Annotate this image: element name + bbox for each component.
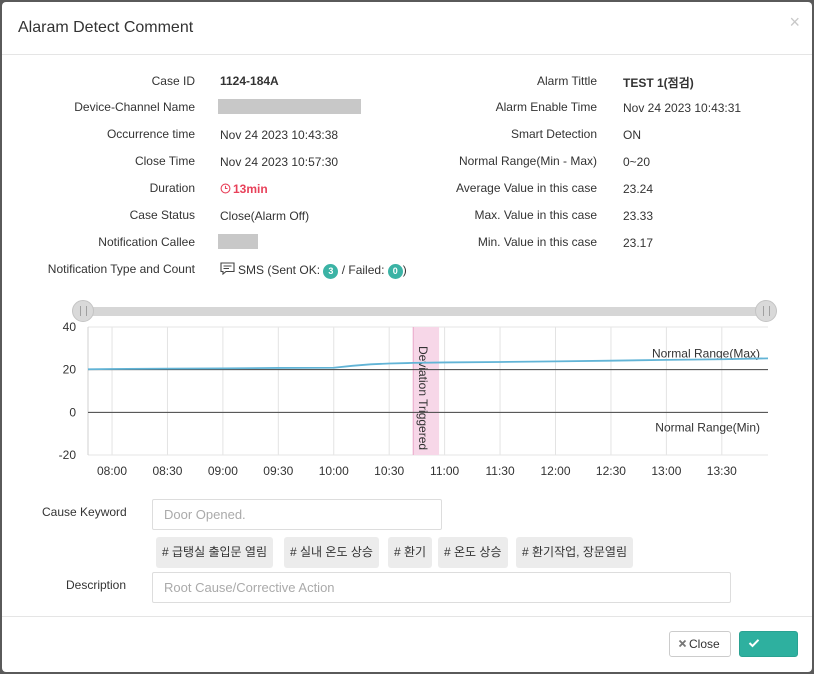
case-id-value: 1124-184A bbox=[220, 74, 279, 88]
keyword-tag[interactable]: # 온도 상승 bbox=[438, 537, 508, 568]
slider-right-handle[interactable] bbox=[755, 300, 777, 322]
description-label: Description bbox=[66, 578, 127, 592]
smart-detection-value: ON bbox=[623, 128, 641, 142]
x-tick-label: 08:30 bbox=[152, 464, 182, 478]
x-tick-label: 11:30 bbox=[485, 464, 514, 478]
y-tick-label: 0 bbox=[69, 405, 76, 419]
y-tick-label: 20 bbox=[63, 363, 77, 377]
occurrence-time-value: Nov 24 2023 10:43:38 bbox=[220, 128, 339, 142]
time-range-slider[interactable] bbox=[82, 307, 768, 316]
close-button[interactable]: Close bbox=[669, 631, 731, 657]
duration-value: 13min bbox=[220, 182, 268, 196]
x-tick-label: 11:00 bbox=[430, 464, 459, 478]
x-tick-label: 13:30 bbox=[707, 464, 737, 478]
keyword-tag[interactable]: # 실내 온도 상승 bbox=[284, 537, 379, 568]
modal-footer: Close Save bbox=[2, 616, 812, 672]
failed-badge: 0 bbox=[387, 264, 403, 279]
notification-type-value: SMS (Sent OK: 3 / Failed: 0) bbox=[220, 262, 407, 279]
notification-callee-label: Notification Callee bbox=[98, 235, 195, 249]
description-input[interactable] bbox=[152, 572, 731, 603]
duration-label: Duration bbox=[149, 181, 195, 195]
message-icon bbox=[220, 262, 235, 276]
keyword-tag[interactable]: # 환기 bbox=[388, 537, 433, 568]
slider-left-handle[interactable] bbox=[72, 300, 94, 322]
check-icon bbox=[748, 639, 760, 648]
close-button-label: Close bbox=[689, 637, 720, 651]
deviation-band bbox=[413, 327, 440, 455]
y-tick-label: 40 bbox=[63, 320, 77, 334]
average-value-value: 23.24 bbox=[623, 182, 654, 196]
modal-close-icon[interactable]: × bbox=[789, 12, 800, 32]
deviation-label: Deviation Triggered bbox=[416, 346, 430, 450]
normal-range-value: 0~20 bbox=[623, 155, 651, 169]
case-status-value: Close(Alarm Off) bbox=[220, 209, 310, 223]
save-button[interactable]: Save bbox=[739, 631, 798, 672]
max-value-value: 23.33 bbox=[623, 209, 654, 223]
max-value-label: Max. Value in this case bbox=[474, 208, 597, 222]
reference-line-label: Normal Range(Max) bbox=[652, 347, 760, 361]
keyword-tag[interactable]: # 급탱실 출입문 열림 bbox=[156, 537, 273, 568]
alarm-enable-time-value: Nov 24 2023 10:43:31 bbox=[623, 101, 742, 115]
x-tick-label: 09:30 bbox=[263, 464, 293, 478]
save-button-label: Save bbox=[748, 661, 777, 672]
duration-text: 13min bbox=[233, 182, 268, 196]
x-tick-label: 08:00 bbox=[97, 464, 127, 478]
notification-type-label: Notification Type and Count bbox=[47, 262, 195, 276]
close-time-value: Nov 24 2023 10:57:30 bbox=[220, 155, 339, 169]
occurrence-time-label: Occurrence time bbox=[106, 127, 195, 141]
modal-title: Alaram Detect Comment bbox=[18, 19, 194, 36]
failed-label: / Failed: bbox=[341, 263, 385, 277]
normal-range-label: Normal Range(Min - Max) bbox=[458, 154, 597, 168]
close-time-label: Close Time bbox=[134, 154, 195, 168]
series-line bbox=[87, 357, 769, 371]
smart-detection-label: Smart Detection bbox=[510, 127, 597, 141]
x-icon bbox=[678, 639, 687, 648]
notification-callee-redacted bbox=[218, 234, 258, 249]
x-tick-label: 12:30 bbox=[596, 464, 626, 478]
case-id-label: Case ID bbox=[151, 74, 195, 88]
cause-keyword-input[interactable] bbox=[152, 499, 442, 530]
x-tick-label: 12:00 bbox=[540, 464, 570, 478]
cause-keyword-label: Cause Keyword bbox=[42, 505, 127, 519]
case-status-label: Case Status bbox=[129, 208, 195, 222]
device-channel-redacted bbox=[218, 99, 361, 114]
alarm-title-value: TEST 1(점검) bbox=[623, 76, 694, 90]
sms-prefix: SMS (Sent OK: bbox=[238, 263, 321, 277]
average-value-label: Average Value in this case bbox=[456, 181, 597, 195]
alarm-enable-time-label: Alarm Enable Time bbox=[495, 100, 597, 114]
temperature-chart: Deviation Triggered Normal Range(Max) Norm… bbox=[59, 320, 769, 478]
modal-header: Alaram Detect Comment × bbox=[2, 2, 812, 55]
x-tick-label: 10:30 bbox=[374, 464, 404, 478]
x-tick-label: 10:00 bbox=[319, 464, 349, 478]
sent-ok-badge: 3 bbox=[323, 264, 339, 279]
min-value-label: Min. Value in this case bbox=[477, 235, 597, 249]
keyword-tag[interactable]: # 환기작업, 장문열림 bbox=[516, 537, 633, 568]
alarm-title-label: Alarm Tittle bbox=[536, 74, 597, 88]
x-tick-label: 13:00 bbox=[651, 464, 681, 478]
min-value-value: 23.17 bbox=[623, 236, 654, 250]
sms-suffix: ) bbox=[402, 263, 407, 277]
y-tick-label: -20 bbox=[59, 448, 77, 462]
clock-icon bbox=[220, 183, 231, 194]
reference-line-label: Normal Range(Min) bbox=[655, 420, 760, 434]
x-tick-label: 09:00 bbox=[208, 464, 238, 478]
device-channel-label: Device-Channel Name bbox=[74, 100, 195, 114]
